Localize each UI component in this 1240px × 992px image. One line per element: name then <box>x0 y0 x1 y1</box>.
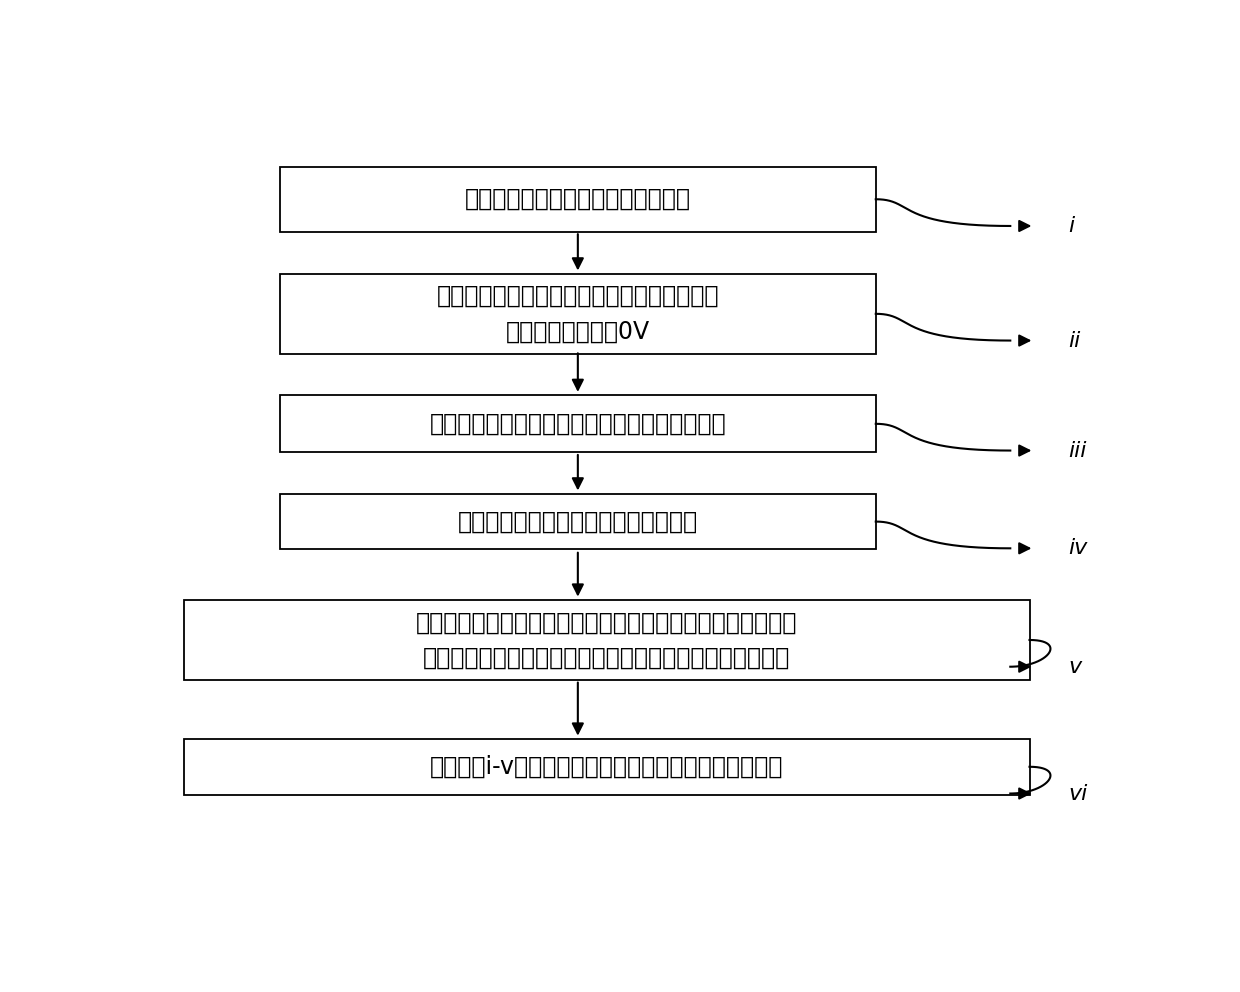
FancyBboxPatch shape <box>280 494 875 550</box>
FancyBboxPatch shape <box>184 739 1029 795</box>
Text: vi: vi <box>1068 784 1087 804</box>
FancyBboxPatch shape <box>280 167 875 232</box>
Text: 将电润湿显示器写入行的行电压增加至选定电压: 将电润湿显示器写入行的行电压增加至选定电压 <box>429 412 727 435</box>
Text: 应用步骤i-v至接下来的写入行，直到显示器被全屏写入: 应用步骤i-v至接下来的写入行，直到显示器被全屏写入 <box>430 755 784 779</box>
Text: 给所有行的行电压提供一非选定电压: 给所有行的行电压提供一非选定电压 <box>465 187 691 211</box>
Text: 施加所述数字电压到待写入的至少一列: 施加所述数字电压到待写入的至少一列 <box>458 510 698 534</box>
Text: 将写入行的行电压降低至非选定电压，且将施加至所述至少一
列的数字电压降低至一小于打开电压减去选定电压的电压处: 将写入行的行电压降低至非选定电压，且将施加至所述至少一 列的数字电压降低至一小于… <box>415 610 797 670</box>
Text: v: v <box>1068 657 1081 677</box>
FancyBboxPatch shape <box>280 274 875 354</box>
FancyBboxPatch shape <box>184 600 1029 681</box>
Text: ii: ii <box>1068 330 1080 350</box>
Text: 将电润湿显示器的第一行作为写入行，且设置
写入行的行电压为0V: 将电润湿显示器的第一行作为写入行，且设置 写入行的行电压为0V <box>436 284 719 343</box>
Text: iv: iv <box>1068 539 1087 558</box>
FancyBboxPatch shape <box>280 395 875 452</box>
Text: i: i <box>1068 216 1074 236</box>
Text: iii: iii <box>1068 440 1086 460</box>
